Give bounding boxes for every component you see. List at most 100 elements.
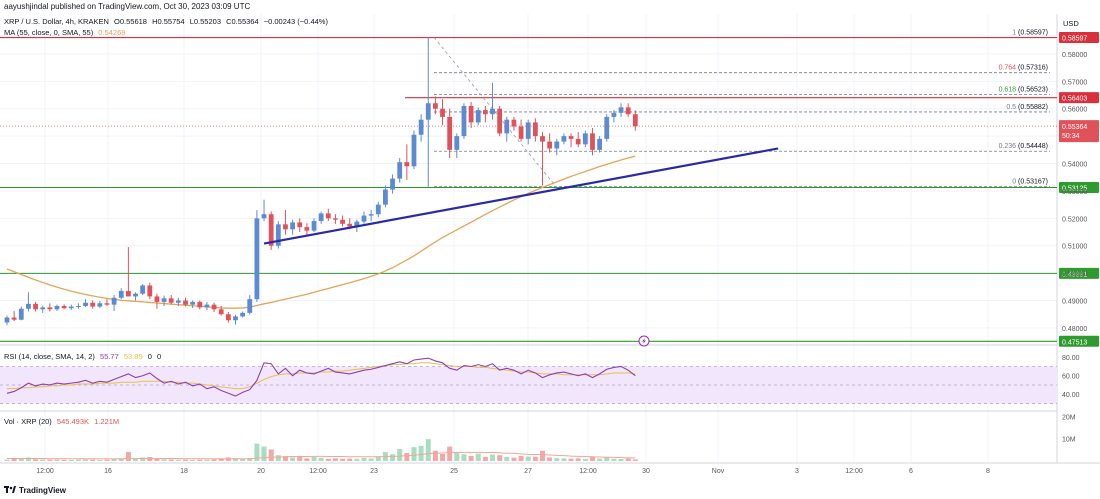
price-tick-label: 0.50000 xyxy=(1062,271,1087,278)
candle-body xyxy=(261,214,267,219)
currency-label: USD xyxy=(1063,19,1079,28)
close-label: C xyxy=(226,17,232,26)
candle-body xyxy=(90,302,96,307)
volume-bar xyxy=(83,459,89,461)
candle-body xyxy=(211,304,217,310)
volume-bar xyxy=(261,446,267,461)
candle-body xyxy=(225,314,231,321)
symbol-name: XRP / U.S. Dollar, 4h, KRAKEN xyxy=(4,17,109,26)
volume-bar xyxy=(461,454,467,461)
volume-bar xyxy=(561,458,567,461)
volume-bar xyxy=(297,455,303,461)
candle-body xyxy=(161,298,167,302)
volume-bar xyxy=(218,458,224,461)
price-tick-label: 0.56000 xyxy=(1062,107,1087,114)
candle-body xyxy=(354,221,360,227)
volume-bar xyxy=(347,458,353,461)
volume-bar xyxy=(432,450,438,461)
candle-body xyxy=(361,215,367,222)
lightning-icon xyxy=(642,338,646,344)
fib-value: (0.53167) xyxy=(1018,178,1048,185)
time-axis: 12:00 16 18 20 12:00 23 25 27 12:00 30 Nov 3 12:00 6 8 xyxy=(36,468,990,475)
level-label-bg xyxy=(1059,92,1099,104)
candle-body xyxy=(325,213,331,219)
level-label-bg xyxy=(1059,32,1099,44)
rsi-legend-value: 55.77 xyxy=(99,352,119,361)
candle-body xyxy=(311,221,317,231)
close-value: 0.55364 xyxy=(231,17,259,26)
candle-body xyxy=(283,224,288,230)
candle-body xyxy=(554,141,560,149)
level-label: 0.56403 xyxy=(1062,96,1087,103)
volume-panel: 20M 10M xyxy=(4,414,1076,461)
volume-tick-label: 10M xyxy=(1062,437,1076,444)
volume-bar xyxy=(75,459,81,461)
open-label: O xyxy=(114,17,120,26)
candle-body xyxy=(375,204,381,215)
candle-body xyxy=(26,303,31,309)
volume-bar xyxy=(161,459,167,461)
publisher-text: aayushjindal published on TradingView.co… xyxy=(4,2,251,11)
candle-body xyxy=(490,108,495,115)
volume-bar xyxy=(354,458,360,461)
rsi-legend-v3: 0 xyxy=(147,352,152,361)
tradingview-brand[interactable]: TradingView xyxy=(4,486,66,495)
time-tick-label: 27 xyxy=(524,468,532,475)
volume-bar xyxy=(575,458,581,461)
candle-body xyxy=(333,218,338,220)
volume-bar xyxy=(532,456,538,461)
candle-body xyxy=(433,103,438,109)
time-tick-label: 3 xyxy=(795,468,799,475)
candle-body xyxy=(482,110,488,115)
level-label-bg xyxy=(1059,267,1099,279)
volume-bar xyxy=(211,459,217,461)
volume-bar xyxy=(61,459,67,461)
candle-body xyxy=(632,114,638,127)
volume-bar xyxy=(447,446,453,461)
candle-body xyxy=(468,105,474,123)
volume-bar xyxy=(482,456,488,461)
fib-label: 0.618 (0.56523) xyxy=(999,86,1048,93)
rsi-legend-v4: 0 xyxy=(156,352,162,361)
candle-body xyxy=(175,300,181,303)
volume-bar xyxy=(504,456,510,461)
volume-bar xyxy=(511,457,517,461)
volume-bar xyxy=(18,458,24,461)
volume-bar xyxy=(183,459,188,461)
candle-body xyxy=(68,306,74,309)
volume-bar xyxy=(40,459,46,461)
time-tick-label: 25 xyxy=(450,468,458,475)
fib-label: 0.764 (0.57316) xyxy=(999,65,1048,72)
volume-bar xyxy=(311,456,317,461)
candle-body xyxy=(275,224,281,246)
volume-bar xyxy=(497,455,503,461)
candle-body xyxy=(240,312,246,317)
volume-bar xyxy=(197,459,203,461)
volume-bar xyxy=(361,457,367,461)
volume-bar xyxy=(254,443,260,461)
volume-bar xyxy=(397,448,403,461)
candle-body xyxy=(133,293,138,297)
price-tick-label: 0.58000 xyxy=(1062,52,1087,59)
candle-body xyxy=(525,122,531,139)
candle-body xyxy=(204,304,210,308)
candle-body xyxy=(247,299,253,313)
high-value: 0.55754 xyxy=(157,17,185,26)
volume-bar xyxy=(290,457,296,461)
candle-body xyxy=(11,317,17,320)
candle-body xyxy=(33,303,38,310)
volume-bar xyxy=(475,453,481,461)
candle-body xyxy=(418,119,424,135)
candle-body xyxy=(625,107,631,115)
candle-body xyxy=(383,189,388,205)
price-tick-label: 0.54000 xyxy=(1062,162,1087,169)
volume-bar xyxy=(111,458,117,461)
volume-bar xyxy=(468,455,474,461)
candle-body xyxy=(197,301,203,308)
volume-bar xyxy=(411,447,417,461)
volume-bar xyxy=(90,459,96,461)
time-tick-label: 12:00 xyxy=(845,468,863,475)
candle-body xyxy=(104,303,110,305)
candle-body xyxy=(568,136,574,139)
